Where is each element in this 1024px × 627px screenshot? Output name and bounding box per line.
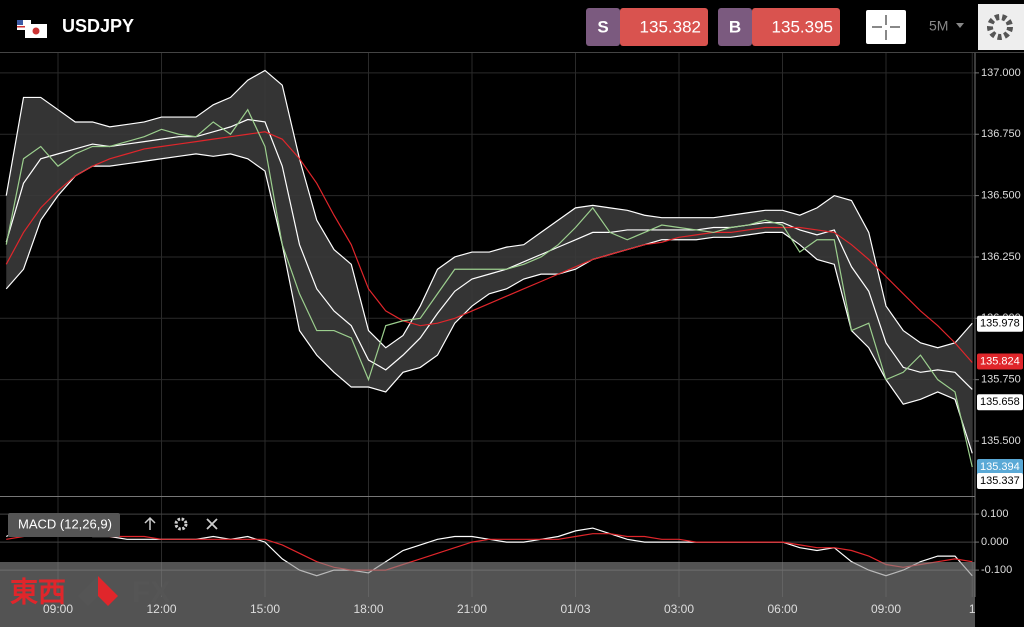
x-tick-label: 03:00 [664, 602, 694, 616]
timeframe[interactable]: 5M [929, 18, 948, 34]
top-bar [0, 0, 1024, 52]
bollinger-band [6, 70, 973, 454]
symbol: USDJPY [62, 16, 134, 36]
series-line [5, 131, 973, 363]
logo-fx: FX [132, 576, 170, 609]
series-line [5, 108, 973, 468]
x-tick-label: 12:00 [146, 602, 176, 616]
sell-button[interactable] [620, 8, 708, 46]
series-line [5, 153, 973, 454]
price-tag [977, 394, 1023, 411]
buy-price: 135.395 [772, 17, 833, 36]
y-tick-label: 136.250 [981, 251, 1021, 263]
price-tag [977, 473, 1023, 490]
price-tag-label: 135.658 [980, 396, 1020, 408]
crosshair-button[interactable] [866, 10, 906, 44]
plot-area [0, 53, 1024, 597]
price-tag [977, 315, 1023, 332]
macd-label-box: MACD (12,26,9) [8, 513, 218, 537]
buy-button-tag[interactable] [718, 8, 752, 46]
settings-button[interactable] [978, 4, 1024, 50]
price-tag-label: 135.337 [980, 475, 1020, 487]
logo: 東西 FX [10, 576, 170, 609]
logo-kanji: 東西 [10, 576, 66, 607]
series-line [5, 69, 973, 349]
x-axis: 09:00 12:00 15:00 18:00 21:00 01/03 03:00 06:00… [43, 53, 1024, 627]
x-tick-label: 1 [969, 602, 976, 616]
sell-label: S [597, 17, 608, 36]
timeframe-caret [956, 23, 964, 28]
series-line [6, 533, 973, 571]
y-tick-label: 136.750 [981, 128, 1021, 140]
y-tick-label: 137.000 [981, 67, 1021, 79]
macd-title: MACD (12,26,9) [18, 516, 112, 531]
up-icon[interactable] [144, 516, 156, 530]
series-line [5, 118, 973, 390]
gear-icon[interactable] [174, 517, 188, 531]
buy-button[interactable] [752, 8, 840, 46]
y-tick-label: 136.500 [981, 190, 1021, 202]
x-tick-label: 21:00 [457, 602, 487, 616]
price-tag [977, 353, 1023, 370]
y-tick-label: 135.500 [981, 435, 1021, 447]
y-tick-label: 0.100 [981, 508, 1009, 520]
buy-label: B [729, 17, 741, 36]
flag-icon [17, 20, 47, 38]
x-tick-label: 06:00 [767, 602, 797, 616]
footer-overlay [0, 562, 975, 627]
x-tick-label: 09:00 [43, 602, 73, 616]
price-tag-label: 135.978 [980, 318, 1020, 330]
close-icon[interactable] [206, 518, 218, 530]
price-tag-label: 135.394 [980, 461, 1020, 473]
x-tick-label: 18:00 [353, 602, 383, 616]
sell-price: 135.382 [640, 17, 701, 36]
x-tick-label: 15:00 [250, 602, 280, 616]
price-tag-label: 135.824 [980, 355, 1020, 367]
y-tick-label: -0.100 [981, 564, 1012, 576]
price-axis [975, 53, 1024, 627]
x-tick-label: 09:00 [871, 602, 901, 616]
sell-button-tag[interactable] [586, 8, 620, 46]
y-tick-label: 0.000 [981, 536, 1009, 548]
price-tag [977, 459, 1023, 476]
x-tick-label: 01/03 [560, 602, 590, 616]
y-tick-label: 135.750 [981, 374, 1021, 386]
